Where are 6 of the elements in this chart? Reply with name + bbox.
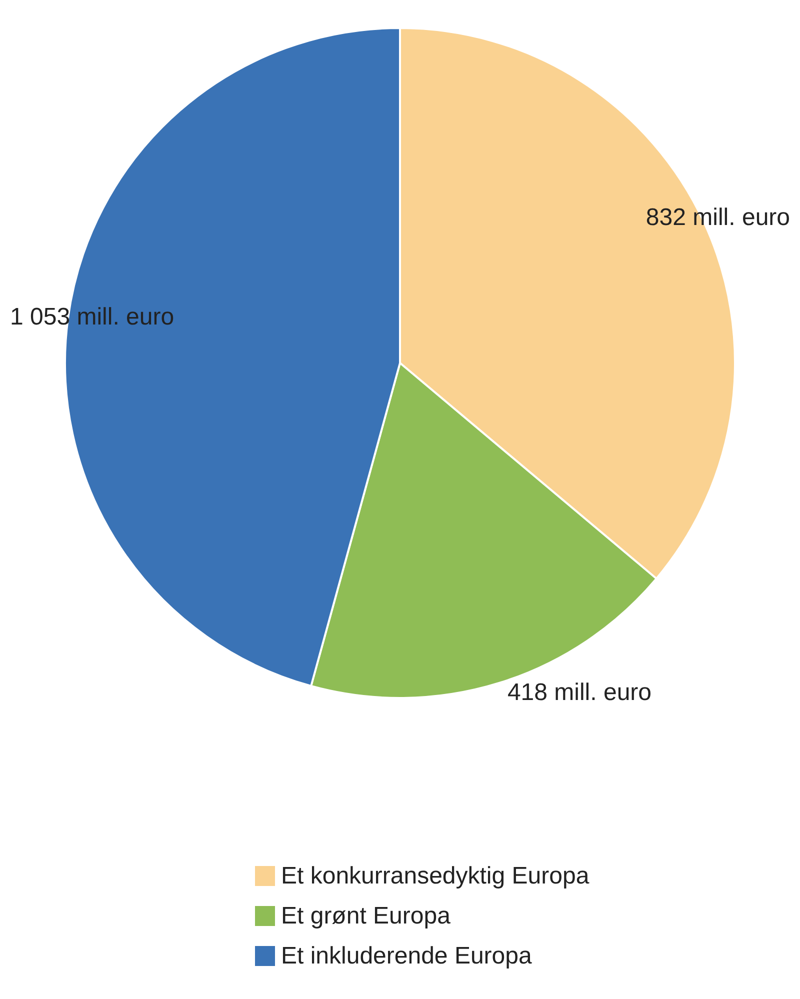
legend-label: Et inkluderende Europa <box>281 942 532 970</box>
data-label: 1 053 mill. euro <box>10 303 174 330</box>
data-label: 832 mill. euro <box>646 204 790 231</box>
legend-label: Et grønt Europa <box>281 902 452 930</box>
legend-label: Et konkurransedyktig Europa <box>281 862 590 890</box>
data-label: 418 mill. euro <box>507 678 652 706</box>
